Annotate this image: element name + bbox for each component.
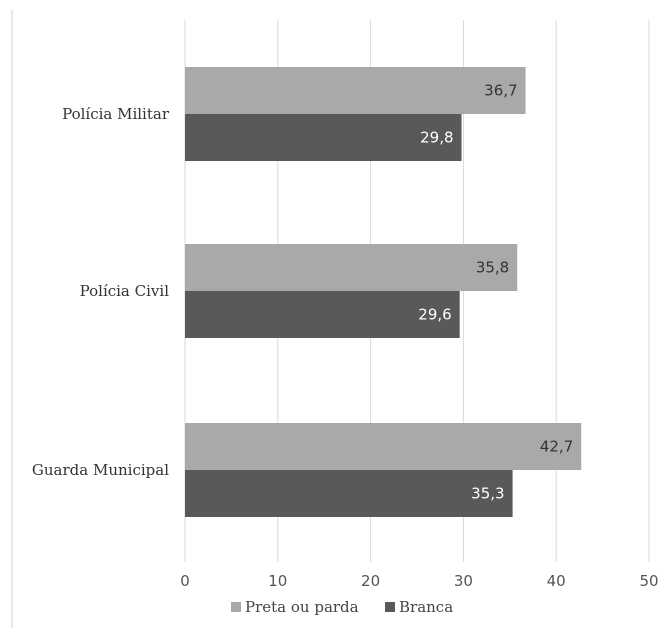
bar bbox=[185, 244, 518, 291]
bar bbox=[185, 67, 526, 114]
data-label: 29,8 bbox=[420, 129, 453, 147]
x-tick-label: 20 bbox=[361, 572, 380, 590]
x-axis-ticks: 0 10 20 30 40 50 bbox=[180, 572, 658, 590]
legend-swatch bbox=[231, 602, 241, 612]
data-label: 36,7 bbox=[484, 82, 517, 100]
legend-swatch bbox=[385, 602, 395, 612]
legend: Preta ou parda Branca bbox=[231, 598, 453, 616]
category-labels: Polícia Militar Polícia Civil Guarda Munic… bbox=[32, 105, 170, 479]
x-tick-label: 30 bbox=[454, 572, 473, 590]
bar bbox=[185, 114, 462, 161]
category-label: Guarda Municipal bbox=[32, 461, 169, 479]
category-label: Polícia Civil bbox=[80, 282, 170, 300]
x-tick-label: 50 bbox=[639, 572, 658, 590]
category-label: Polícia Militar bbox=[62, 105, 170, 123]
bars: 36,7 29,8 35,8 29,6 42,7 35,3 bbox=[185, 67, 582, 517]
data-label: 29,6 bbox=[418, 306, 451, 324]
bar bbox=[185, 423, 582, 470]
legend-label: Preta ou parda bbox=[245, 598, 359, 616]
x-tick-label: 0 bbox=[180, 572, 190, 590]
data-label: 35,3 bbox=[471, 485, 504, 503]
x-tick-label: 10 bbox=[268, 572, 287, 590]
x-tick-label: 40 bbox=[547, 572, 566, 590]
legend-item: Preta ou parda bbox=[231, 598, 359, 616]
legend-item: Branca bbox=[385, 598, 453, 616]
legend-label: Branca bbox=[399, 598, 453, 616]
bar bbox=[185, 470, 513, 517]
data-label: 35,8 bbox=[476, 259, 509, 277]
bar bbox=[185, 291, 460, 338]
data-label: 42,7 bbox=[540, 438, 573, 456]
